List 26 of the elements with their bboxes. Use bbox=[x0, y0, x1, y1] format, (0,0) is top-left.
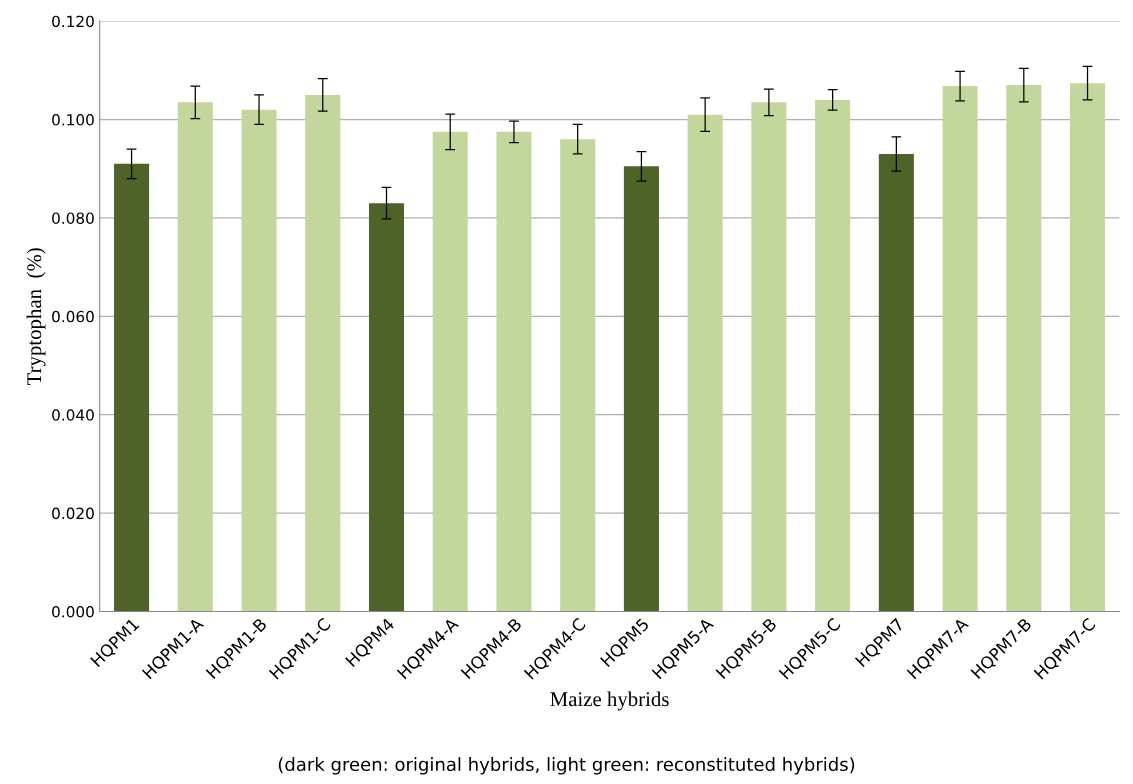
bar bbox=[623, 166, 659, 612]
bar bbox=[878, 154, 914, 612]
bar bbox=[114, 163, 150, 612]
y-tick-label: 0.060 bbox=[52, 310, 94, 323]
y-tick-label: 0.000 bbox=[52, 605, 94, 618]
y-tick-label: 0.120 bbox=[52, 15, 94, 28]
y-axis-title: Tryptophan (%) bbox=[26, 248, 46, 386]
bar bbox=[368, 203, 405, 612]
bar bbox=[305, 94, 341, 612]
bar bbox=[241, 109, 277, 612]
bar bbox=[687, 114, 723, 612]
y-tick-label: 0.100 bbox=[52, 114, 94, 126]
y-tick-label: 0.040 bbox=[52, 409, 94, 421]
bar bbox=[1070, 83, 1106, 612]
bar bbox=[432, 131, 468, 612]
bar bbox=[1006, 85, 1042, 612]
text: (dark green: original hybrids, light green: reconstituted hybrids) bbox=[278, 757, 855, 775]
bar bbox=[496, 131, 532, 612]
bar bbox=[177, 102, 213, 612]
x-axis-title: Maize hybrids bbox=[550, 691, 669, 711]
y-tick-label: 0.080 bbox=[52, 212, 94, 224]
bar bbox=[942, 86, 978, 612]
bar bbox=[560, 139, 596, 612]
y-tick-label: 0.020 bbox=[52, 507, 94, 520]
bar bbox=[815, 99, 851, 612]
bar bbox=[751, 102, 787, 612]
